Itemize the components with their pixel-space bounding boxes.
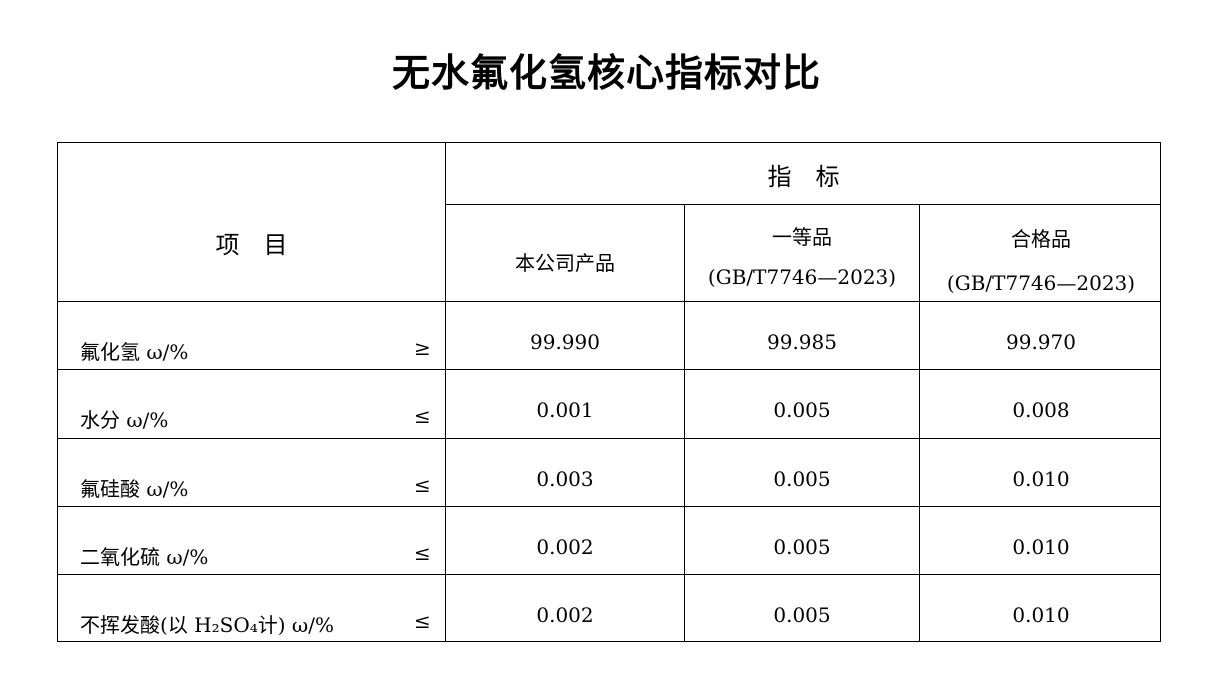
table-cell: 0.005 bbox=[773, 467, 831, 491]
row-label: 氟化氢 ω/% bbox=[80, 340, 189, 364]
row-label: 不挥发酸(以 H₂SO₄计) ω/% bbox=[80, 613, 334, 637]
column-header-qualified: 合格品 bbox=[1011, 227, 1071, 251]
comparison-symbol: ≤ bbox=[414, 541, 431, 565]
table-cell: 0.010 bbox=[1012, 467, 1070, 491]
row-divider bbox=[58, 369, 1160, 370]
comparison-symbol: ≥ bbox=[414, 336, 431, 360]
column-header-first-grade-standard: (GB/T7746—2023) bbox=[707, 265, 897, 289]
table-cell: 0.010 bbox=[1012, 535, 1070, 559]
spec-table: 项 目 指 标 本公司产品 一等品 (GB/T7746—2023) 合格品 (G… bbox=[57, 142, 1161, 642]
row-label: 氟硅酸 ω/% bbox=[80, 477, 189, 501]
comparison-symbol: ≤ bbox=[414, 609, 431, 633]
row-divider bbox=[58, 301, 1160, 302]
divider bbox=[919, 204, 920, 641]
page-title: 无水氟化氢核心指标对比 bbox=[391, 50, 821, 95]
table-cell: 99.970 bbox=[1006, 330, 1076, 354]
comparison-symbol: ≤ bbox=[414, 473, 431, 497]
table-cell: 0.005 bbox=[773, 398, 831, 422]
table-cell: 0.008 bbox=[1012, 398, 1070, 422]
divider bbox=[445, 143, 446, 641]
table-cell: 0.002 bbox=[536, 603, 594, 627]
column-header-company: 本公司产品 bbox=[515, 251, 615, 275]
table-cell: 0.005 bbox=[773, 535, 831, 559]
indicator-header: 指 标 bbox=[767, 163, 840, 191]
divider bbox=[684, 204, 685, 641]
divider bbox=[446, 204, 1160, 205]
table-cell: 99.990 bbox=[530, 330, 600, 354]
table-cell: 99.985 bbox=[767, 330, 837, 354]
row-label: 二氧化硫 ω/% bbox=[80, 545, 209, 569]
row-divider bbox=[58, 574, 1160, 575]
comparison-symbol: ≤ bbox=[414, 404, 431, 428]
table-cell: 0.010 bbox=[1012, 603, 1070, 627]
item-header: 项 目 bbox=[215, 231, 288, 259]
table-cell: 0.003 bbox=[536, 467, 594, 491]
row-label: 水分 ω/% bbox=[80, 408, 169, 432]
row-divider bbox=[58, 438, 1160, 439]
table-cell: 0.001 bbox=[536, 398, 594, 422]
column-header-first-grade: 一等品 bbox=[772, 225, 832, 249]
row-divider bbox=[58, 506, 1160, 507]
table-cell: 0.002 bbox=[536, 535, 594, 559]
column-header-qualified-standard: (GB/T7746—2023) bbox=[946, 271, 1136, 295]
table-cell: 0.005 bbox=[773, 603, 831, 627]
